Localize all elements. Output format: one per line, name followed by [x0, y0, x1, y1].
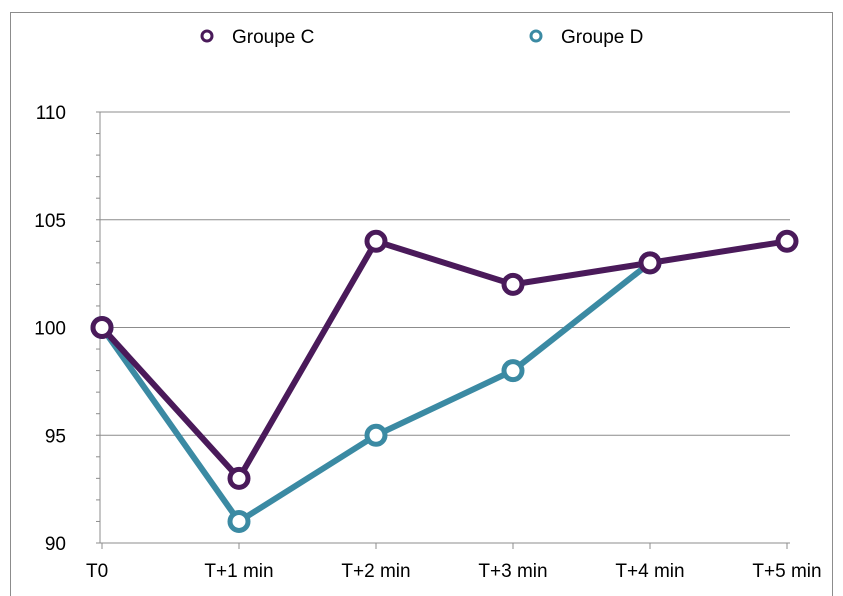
data-point: [775, 229, 799, 253]
y-tick-label: 110: [36, 103, 66, 124]
series-line: [99, 259, 653, 525]
data-point: [501, 272, 525, 296]
data-point: [90, 316, 114, 339]
legend-marker: [529, 29, 543, 43]
y-tick-label: 100: [34, 319, 66, 340]
y-tick-label: 105: [34, 211, 66, 232]
y-tick-label: 90: [45, 534, 66, 555]
y-tick-labels: 90 95 100 105 110: [34, 103, 66, 555]
x-tick-label: T+3 min: [478, 561, 547, 582]
data-point: [638, 251, 662, 275]
x-tick-label: T+2 min: [341, 561, 410, 582]
legend-label: Groupe C: [232, 27, 314, 48]
x-tick-label: T+1 min: [204, 561, 273, 582]
chart-frame: [10, 12, 833, 596]
x-tick-label: T+4 min: [615, 561, 684, 582]
legend: Groupe C Groupe D: [200, 27, 643, 48]
x-tick-label: T0: [86, 561, 108, 582]
data-point: [227, 509, 251, 533]
data-point: [364, 229, 388, 253]
axes: [96, 111, 790, 549]
gridlines: [100, 111, 790, 436]
data-point: [501, 359, 525, 383]
legend-marker: [200, 29, 214, 43]
x-tick-labels: T0 T+1 min T+2 min T+3 min T+4 min T+5 min: [86, 561, 822, 582]
y-tick-label: 95: [45, 426, 66, 447]
legend-label: Groupe D: [561, 27, 643, 48]
x-tick-label: T+5 min: [752, 561, 821, 582]
series-line: [99, 238, 790, 482]
data-point: [227, 466, 251, 490]
data-point: [364, 423, 388, 447]
series-group: [90, 229, 799, 533]
